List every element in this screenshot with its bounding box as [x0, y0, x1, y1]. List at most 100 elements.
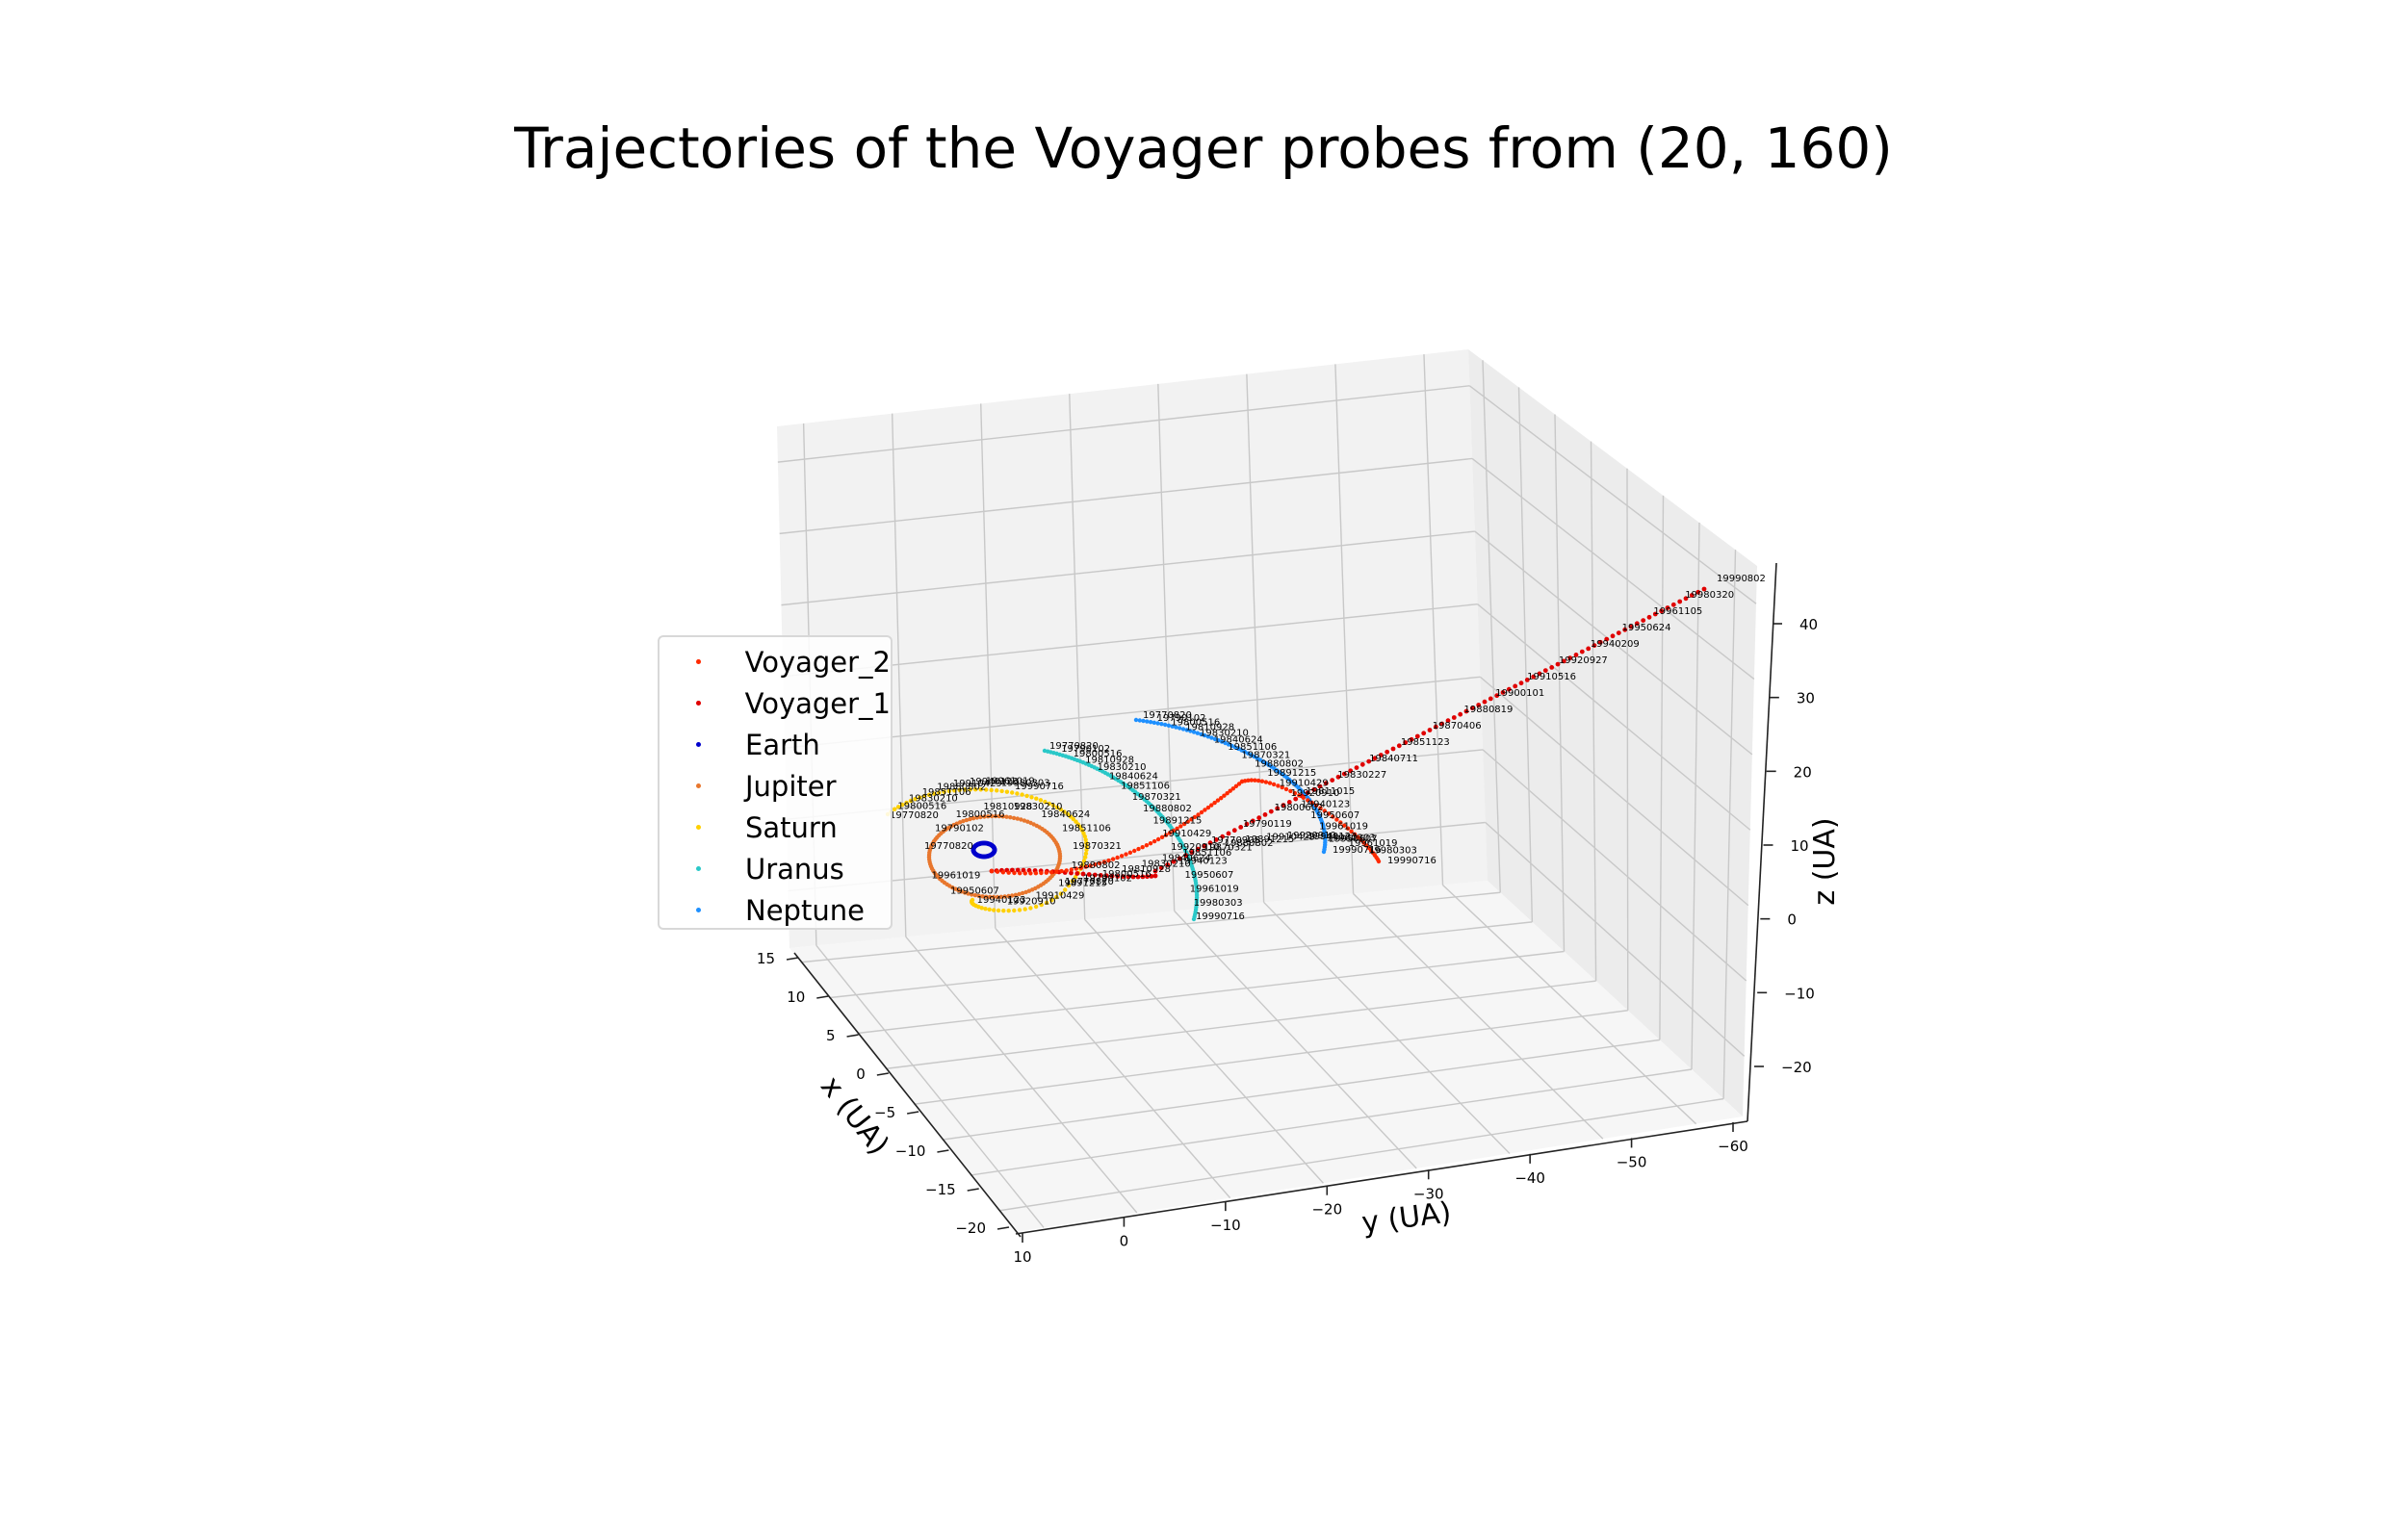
voyager-2-label: 19961019	[1349, 838, 1398, 849]
grid-line-y-floor	[815, 944, 1045, 1228]
jupiter-label: 19940123	[977, 895, 1026, 906]
voyager-2-point	[1132, 848, 1137, 854]
saturn-point	[1004, 789, 1010, 794]
saturn-point	[978, 787, 983, 792]
voyager-1-label: 19800602	[1275, 803, 1324, 813]
voyager-1-point	[1231, 828, 1237, 834]
voyager-1-point	[1469, 706, 1475, 711]
voyager-2-point	[1322, 808, 1328, 813]
voyager-1-point	[1207, 840, 1213, 846]
neptune-point	[1178, 726, 1182, 731]
saturn-point	[1038, 798, 1044, 803]
voyager-1-point	[1670, 602, 1676, 607]
saturn-point	[1063, 887, 1068, 892]
saturn-point	[970, 897, 975, 903]
grid-line-z	[788, 821, 1486, 892]
grid-line-z-side	[1479, 676, 1749, 907]
y-tick-label: 10	[1013, 1248, 1031, 1266]
voyager-1-point	[1086, 872, 1092, 877]
voyager-1-point	[1135, 874, 1141, 880]
neptune-label: 19990716	[1333, 845, 1382, 856]
voyager-1-point	[1396, 743, 1402, 749]
voyager-1-point	[1518, 680, 1524, 686]
saturn-point	[952, 788, 957, 793]
voyager-1-point	[1323, 781, 1329, 786]
grid-line-x	[1691, 522, 1700, 1070]
voyager-1-point	[1213, 837, 1219, 842]
jupiter-point	[988, 894, 993, 900]
voyager-1-point	[1616, 630, 1621, 635]
grid-line-z-side	[1468, 385, 1757, 604]
x-tick	[996, 1226, 1010, 1230]
voyager-1-label: 19950624	[1622, 623, 1671, 633]
grid-line-x	[1554, 414, 1566, 952]
jupiter-point	[959, 889, 964, 894]
saturn-point	[1015, 791, 1020, 796]
saturn-point	[900, 802, 905, 808]
saturn-point	[1017, 908, 1022, 912]
voyager-1-point	[1482, 699, 1488, 705]
grid-line-z	[783, 603, 1478, 678]
voyager-1-point	[1293, 796, 1299, 802]
y-tick-label: −40	[1514, 1169, 1545, 1187]
saturn-label: 19851106	[922, 787, 971, 798]
voyager-2-point	[995, 869, 1000, 874]
jupiter-label: 19851106	[1062, 823, 1111, 834]
x-axis-line	[793, 952, 1022, 1238]
saturn-point	[999, 788, 1004, 794]
grid-line-x-floor	[800, 891, 1501, 963]
voyager-1-point	[1130, 874, 1136, 880]
neptune-point	[1137, 718, 1143, 723]
voyager-1-point	[1195, 846, 1201, 852]
jupiter-point	[993, 813, 998, 819]
x-tick	[967, 1188, 979, 1192]
voyager-1-point	[1451, 715, 1457, 720]
voyager-2-point	[1115, 855, 1120, 860]
neptune-point	[1229, 743, 1234, 749]
voyager-2-point	[1276, 783, 1281, 788]
voyager-1-point	[1665, 605, 1670, 610]
neptune-label: 19830210	[1200, 729, 1249, 739]
voyager-2-label: 19770820	[1065, 877, 1114, 887]
neptune-label: 19790102	[1157, 713, 1206, 724]
voyager-1-point	[1659, 608, 1665, 614]
neptune-point	[1184, 728, 1189, 732]
neptune-point	[1232, 745, 1238, 750]
voyager-1-point	[1494, 693, 1500, 699]
voyager-2-point	[1189, 817, 1194, 822]
jupiter-label: 19770820	[924, 841, 973, 852]
x-tick-label: 15	[757, 950, 775, 967]
jupiter-point	[1020, 890, 1025, 896]
voyager-1-point	[1488, 696, 1493, 702]
saturn-point	[996, 908, 1001, 913]
voyager-1-point	[1628, 624, 1634, 629]
grid-line-x	[1722, 550, 1737, 1099]
voyager-1-point	[1409, 736, 1414, 742]
voyager-2-point	[1334, 817, 1339, 822]
jupiter-point	[1004, 814, 1009, 819]
voyager-2-point	[1263, 780, 1269, 784]
x-tick	[907, 1111, 919, 1115]
z-tick-label: 30	[1797, 690, 1815, 707]
saturn-label: 19961019	[986, 777, 1035, 787]
voyager-2-point	[1283, 786, 1289, 792]
neptune-label: 19870321	[1241, 750, 1290, 760]
z-axis-line	[1747, 562, 1777, 1122]
saturn-point	[942, 789, 946, 794]
jupiter-point	[1000, 814, 1005, 819]
neptune-label: 19940123	[1301, 799, 1350, 809]
jupiter-point	[961, 818, 966, 824]
jupiter-point	[978, 814, 983, 820]
neptune-point	[1174, 725, 1178, 730]
grid-line-x-floor	[857, 950, 1565, 1035]
saturn-point	[1034, 796, 1039, 801]
jupiter-point	[1017, 891, 1022, 897]
voyager-2-point	[1259, 779, 1265, 783]
jupiter-point	[972, 892, 978, 898]
x-tick-label: −5	[874, 1104, 895, 1121]
uranus-label: 19880802	[1143, 804, 1192, 814]
saturn-point	[1082, 834, 1088, 839]
y-axis-line	[1015, 1120, 1748, 1235]
saturn-point	[921, 793, 927, 799]
voyager-1-point	[1171, 859, 1177, 864]
